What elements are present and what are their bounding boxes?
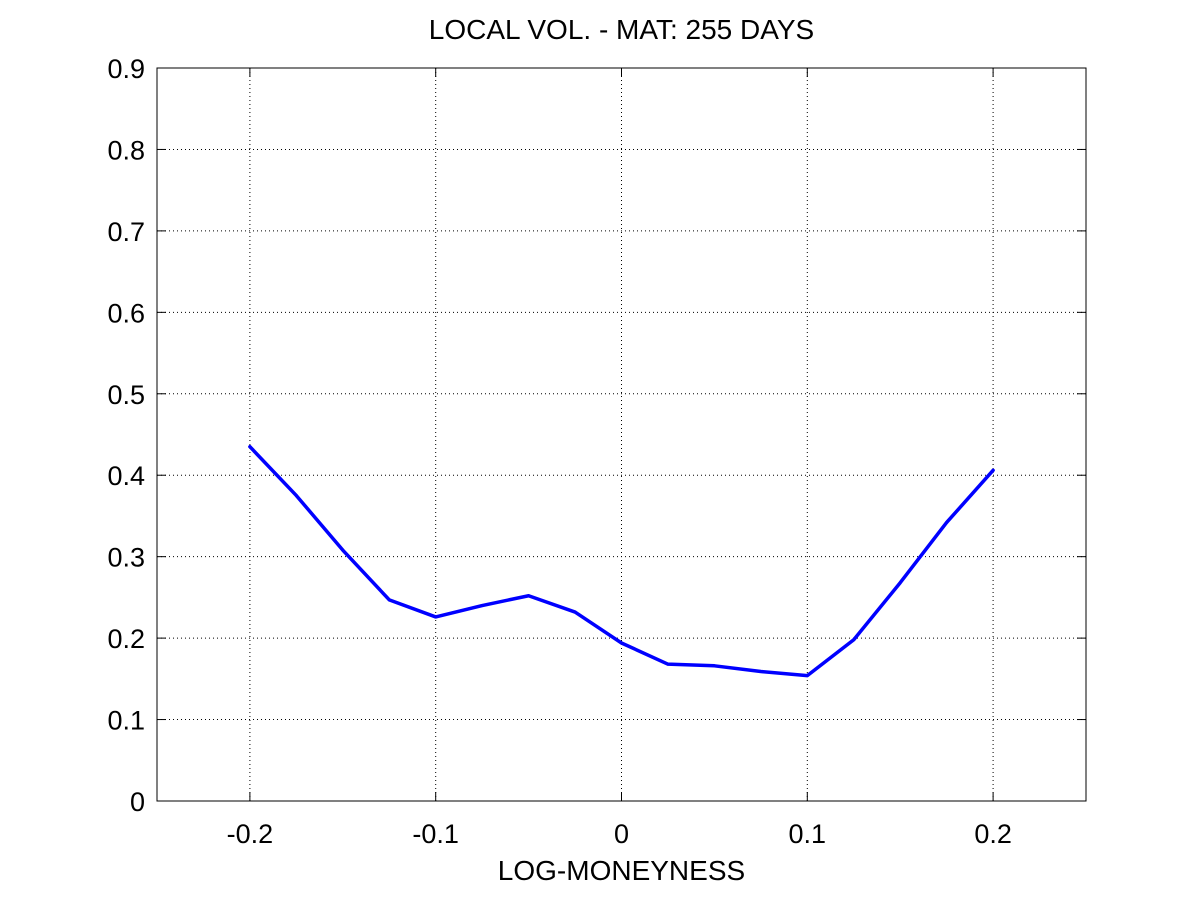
y-tick-label: 0.5 (107, 380, 145, 410)
y-tick-label: 0.4 (107, 461, 145, 491)
data-point (387, 598, 391, 602)
y-tick-label: 0.6 (107, 298, 145, 328)
data-point (527, 594, 531, 598)
data-point (898, 581, 902, 585)
y-tick-label: 0.7 (107, 217, 145, 247)
data-point (341, 548, 345, 552)
data-point (991, 468, 995, 472)
data-point (480, 604, 484, 608)
y-tick-label: 0.3 (107, 543, 145, 573)
x-tick-label: -0.1 (412, 819, 459, 849)
grid-lines (157, 67, 1086, 802)
y-tick-label: 0 (130, 787, 145, 817)
data-point (759, 670, 763, 674)
y-tick-label: 0.1 (107, 706, 145, 736)
x-tick-label: -0.2 (227, 819, 274, 849)
series-layer (248, 444, 995, 678)
data-point (805, 674, 809, 678)
chart-title: LOCAL VOL. - MAT: 255 DAYS (429, 14, 814, 45)
plot-area (156, 67, 1087, 802)
x-axis-title: LOG-MONEYNESS (498, 855, 745, 886)
x-tick-label: 0 (614, 819, 629, 849)
data-point (666, 662, 670, 666)
y-tick-label: 0.8 (107, 135, 145, 165)
x-tick-label: 0.1 (789, 819, 827, 849)
data-point (434, 615, 438, 619)
y-tick-label: 0.2 (107, 624, 145, 654)
data-point (620, 641, 623, 645)
series-line (248, 444, 995, 678)
data-point (248, 445, 252, 449)
data-point (945, 520, 949, 524)
axis-ticks: -0.2 -0.1 0 0.1 0.2 0 0.1 0.2 0.3 0.4 0.5 0.6 0.7 0.8… (107, 54, 1086, 849)
data-point (712, 664, 716, 668)
data-point (852, 638, 856, 642)
x-tick-label: 0.2 (974, 819, 1012, 849)
y-tick-label: 0.9 (107, 54, 145, 84)
data-point (294, 494, 298, 498)
data-point (573, 610, 577, 614)
